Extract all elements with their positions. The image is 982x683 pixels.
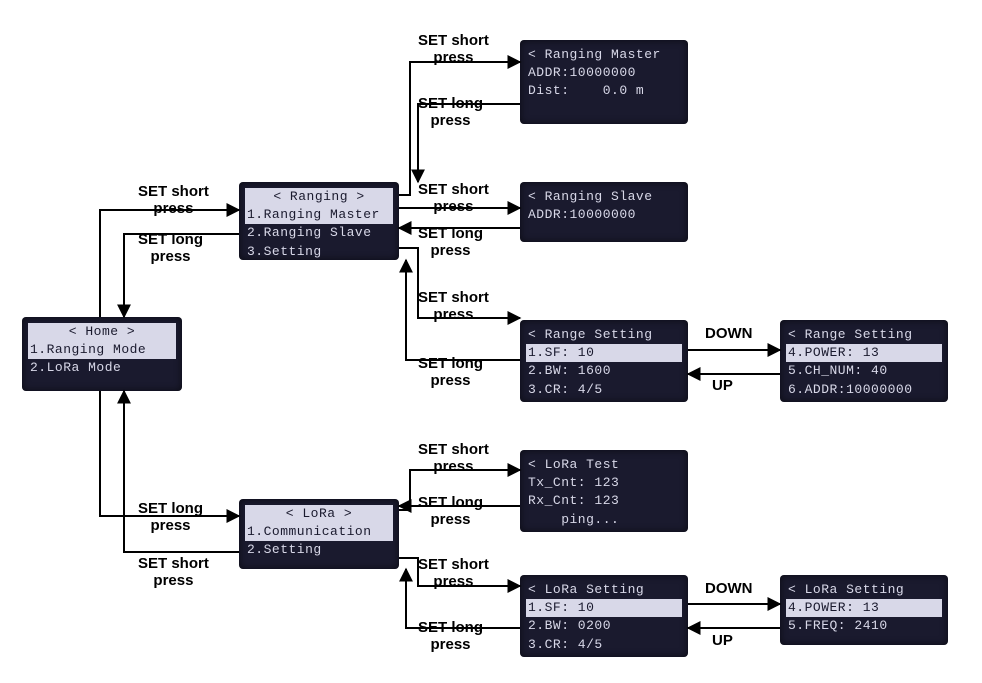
- screen-title: < Ranging Master: [528, 46, 680, 64]
- edge-label: SET shortpress: [418, 557, 489, 590]
- screen-lora-setting-b: < LoRa Setting4.POWER: 135.FREQ: 2410: [780, 575, 948, 645]
- edge-label: SET shortpress: [138, 556, 209, 589]
- screen-ranging-master: < Ranging MasterADDR:10000000Dist: 0.0 m: [520, 40, 688, 124]
- screen-title: < Home >: [28, 323, 176, 341]
- screen-line: Tx_Cnt: 123: [528, 474, 680, 492]
- edge-label: DOWN: [705, 581, 753, 598]
- screen-lora: < LoRa >1.Communication2.Setting: [239, 499, 399, 569]
- screen-title: < Range Setting: [528, 326, 680, 344]
- screen-line: 1.Ranging Master: [245, 206, 393, 224]
- screen-title: < LoRa Setting: [788, 581, 940, 599]
- screen-line: 5.FREQ: 2410: [788, 617, 940, 635]
- edge-label: SET shortpress: [418, 182, 489, 215]
- screen-range-setting-b: < Range Setting4.POWER: 135.CH_NUM: 406.…: [780, 320, 948, 402]
- screen-line: 6.ADDR:10000000: [788, 381, 940, 399]
- edge-label: DOWN: [705, 326, 753, 343]
- edge-label: SET longpress: [418, 96, 483, 129]
- edge-label: SET longpress: [138, 501, 203, 534]
- screen-title: < Ranging Slave: [528, 188, 680, 206]
- edge-home-to-lora-long: [100, 391, 239, 516]
- edge-label: SET shortpress: [418, 442, 489, 475]
- screen-home: < Home >1.Ranging Mode2.LoRa Mode: [22, 317, 182, 391]
- screen-line: 2.Setting: [247, 541, 391, 559]
- screen-title: < Ranging >: [245, 188, 393, 206]
- screen-line: 2.BW: 0200: [528, 617, 680, 635]
- screen-line: 2.BW: 1600: [528, 362, 680, 380]
- screen-line: 4.POWER: 13: [786, 599, 942, 617]
- screen-line: 5.CH_NUM: 40: [788, 362, 940, 380]
- screen-line: 3.CR: 4/5: [528, 381, 680, 399]
- edge-label: SET longpress: [418, 356, 483, 389]
- screen-line: 3.Setting: [247, 243, 391, 261]
- edge-label: UP: [712, 378, 733, 395]
- screen-line: Dist: 0.0 m: [528, 82, 680, 100]
- edge-label: SET shortpress: [138, 184, 209, 217]
- screen-title: < LoRa >: [245, 505, 393, 523]
- edge-label: SET longpress: [418, 495, 483, 528]
- edge-label: SET longpress: [418, 226, 483, 259]
- edge-label: SET shortpress: [418, 33, 489, 66]
- screen-ranging: < Ranging >1.Ranging Master2.Ranging Sla…: [239, 182, 399, 260]
- screen-title: < LoRa Test: [528, 456, 680, 474]
- screen-range-setting-a: < Range Setting1.SF: 102.BW: 16003.CR: 4…: [520, 320, 688, 402]
- screen-lora-test: < LoRa TestTx_Cnt: 123Rx_Cnt: 123 ping..…: [520, 450, 688, 532]
- screen-line: ADDR:10000000: [528, 64, 680, 82]
- screen-line: ADDR:10000000: [528, 206, 680, 224]
- edge-label: SET shortpress: [418, 290, 489, 323]
- screen-line: ping...: [528, 511, 680, 529]
- screen-ranging-slave: < Ranging SlaveADDR:10000000: [520, 182, 688, 242]
- screen-title: < LoRa Setting: [528, 581, 680, 599]
- screen-line: Rx_Cnt: 123: [528, 492, 680, 510]
- screen-line: 2.LoRa Mode: [30, 359, 174, 377]
- screen-line: 2.Ranging Slave: [247, 224, 391, 242]
- edge-label: SET longpress: [418, 620, 483, 653]
- edge-label: UP: [712, 633, 733, 650]
- screen-line: 1.Communication: [245, 523, 393, 541]
- screen-line: 1.SF: 10: [526, 344, 682, 362]
- screen-lora-setting-a: < LoRa Setting1.SF: 102.BW: 02003.CR: 4/…: [520, 575, 688, 657]
- screen-title: < Range Setting: [788, 326, 940, 344]
- edge-label: SET longpress: [138, 232, 203, 265]
- screen-line: 4.POWER: 13: [786, 344, 942, 362]
- screen-line: 3.CR: 4/5: [528, 636, 680, 654]
- screen-line: 1.Ranging Mode: [28, 341, 176, 359]
- screen-line: 1.SF: 10: [526, 599, 682, 617]
